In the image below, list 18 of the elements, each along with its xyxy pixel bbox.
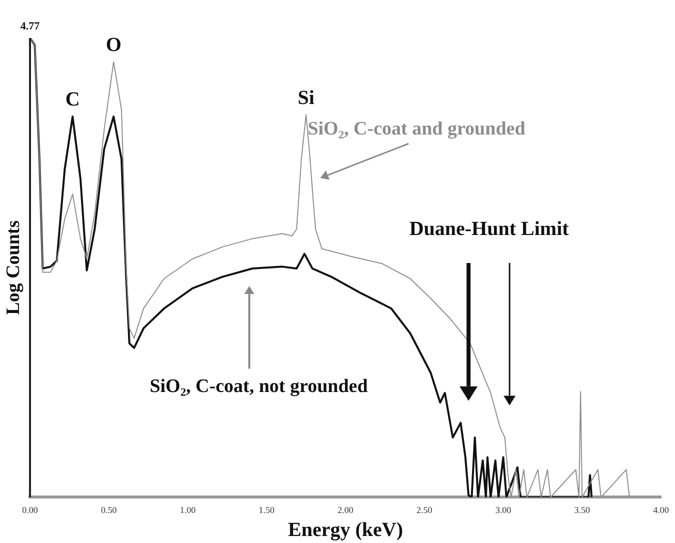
x-tick-label: 2.50 [416,504,433,515]
x-tick-label: 0.00 [22,504,38,515]
x-tick-label: 3.00 [495,504,512,515]
annotation: O [106,34,122,56]
series-label: SiO₂, C-coat, not grounded [150,376,368,397]
text: 4.77 [20,20,40,32]
annotation: C [65,88,80,111]
annotation: Si [298,86,315,109]
x-tick-label: 2.00 [338,504,354,515]
y-axis-title: Log Counts [2,220,24,315]
x-tick-label: 0.50 [101,504,118,515]
x-axis-title: Energy (keV) [288,519,403,542]
x-tick-label: 1.50 [258,504,275,515]
annotation: Duane-Hunt Limit [409,218,570,240]
x-tick-label: 1.00 [180,504,196,515]
x-tick-label: 3.50 [574,504,590,515]
x-tick-label: 4.00 [653,504,670,515]
series-label: SiO₂, C-coat and grounded [308,118,526,140]
